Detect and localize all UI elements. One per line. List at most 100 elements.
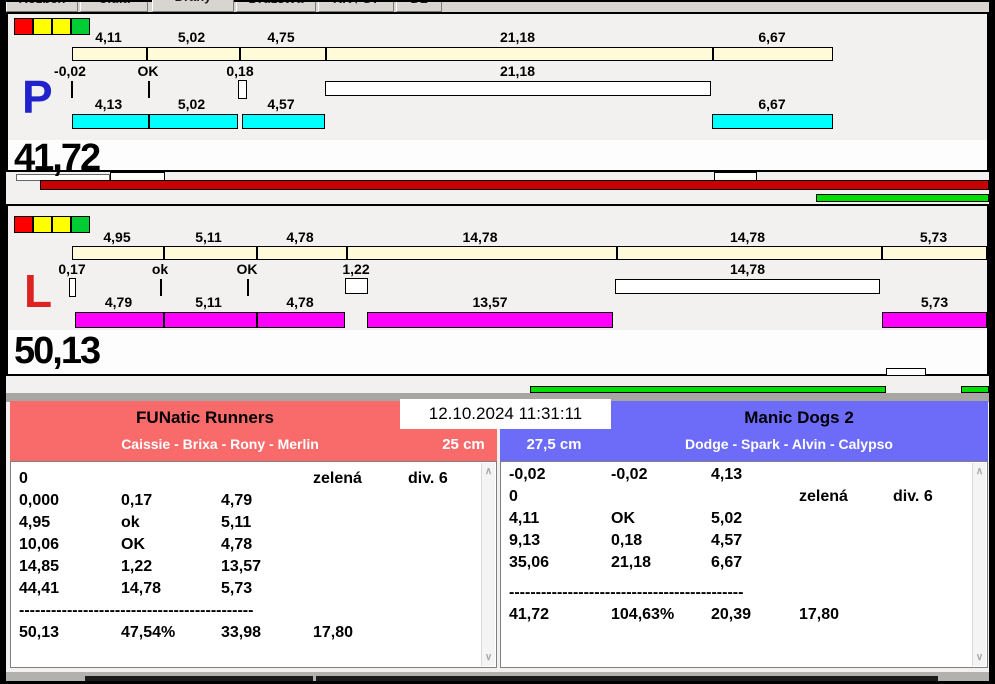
p-dead-time-bar bbox=[325, 81, 711, 96]
p-split-label: 6,67 bbox=[758, 29, 786, 45]
table-total-row: 41,72 104,63% 20,39 17,80 bbox=[501, 606, 987, 626]
p-split-divider bbox=[239, 47, 241, 61]
l-split-label: 5,73 bbox=[919, 229, 948, 245]
cell: 0,18 bbox=[611, 532, 643, 549]
l-dead-time-bar bbox=[615, 279, 880, 294]
cell: 0 bbox=[509, 488, 518, 505]
lane-l-panel: 4,95 5,11 4,78 14,78 14,78 5,73 0,17 ok … bbox=[6, 204, 989, 376]
right-table-scrollbar[interactable]: ∧ ∨ bbox=[972, 463, 986, 666]
cell: 13,57 bbox=[221, 558, 262, 575]
l-sensor-label: 1,22 bbox=[342, 261, 370, 277]
status-light-yellow-icon bbox=[33, 216, 52, 233]
p-split-bar bbox=[72, 47, 833, 61]
p-run-bar bbox=[242, 114, 325, 129]
l-split-divider bbox=[616, 246, 618, 260]
p-sensor-label: 0,18 bbox=[226, 63, 254, 79]
l-progress-bar-green bbox=[961, 386, 989, 393]
cell: 4,13 bbox=[711, 466, 743, 483]
table-total-row: 50,13 47,54% 33,98 17,80 bbox=[11, 624, 496, 644]
l-sensor-label: OK bbox=[236, 261, 258, 277]
cell: 4,78 bbox=[221, 536, 253, 553]
cell: 10,06 bbox=[19, 536, 60, 553]
cell: 5,73 bbox=[221, 580, 253, 597]
cell: 20,39 bbox=[711, 606, 752, 623]
table-row: 0,000 0,17 4,79 bbox=[11, 492, 496, 512]
l-split-divider bbox=[346, 246, 348, 260]
l-sensor-label: ok bbox=[151, 261, 169, 277]
l-split-label: 4,78 bbox=[286, 229, 314, 245]
taskbar-segment bbox=[85, 676, 313, 683]
cell: OK bbox=[121, 536, 145, 553]
cell: 33,98 bbox=[221, 624, 262, 641]
status-light-red-icon bbox=[14, 18, 33, 35]
l-run-divider bbox=[256, 312, 258, 328]
table-row: 0 zelená div. 6 bbox=[501, 488, 987, 508]
cell: 104,63% bbox=[611, 606, 675, 623]
cell: 41,72 bbox=[509, 606, 550, 623]
cell: 9,13 bbox=[509, 532, 541, 549]
cell: 50,13 bbox=[19, 624, 60, 641]
l-sensor-tick bbox=[160, 279, 162, 296]
cell: 1,22 bbox=[121, 558, 153, 575]
tab-druzstva[interactable]: Družstva bbox=[236, 0, 316, 12]
p-sensor-marker-box bbox=[238, 80, 247, 99]
cell: 14,78 bbox=[121, 580, 162, 597]
p-split-divider bbox=[146, 47, 148, 61]
cell: 4,57 bbox=[711, 532, 743, 549]
left-result-table[interactable]: 0 zelená div. 6 0,000 0,17 4,79 4,95 ok … bbox=[10, 461, 497, 668]
datetime-display: 12.10.2024 11:31:11 bbox=[400, 399, 611, 429]
scroll-down-icon[interactable]: ∨ bbox=[975, 652, 984, 663]
p-split-label: 4,11 bbox=[95, 29, 122, 45]
cell: 5,11 bbox=[221, 514, 252, 531]
tab-kk-st[interactable]: KK / ST bbox=[318, 0, 394, 12]
p-sensor-tick bbox=[148, 81, 150, 98]
cell: 4,79 bbox=[221, 492, 253, 509]
team-right-header: Manic Dogs 2 Dodge - Spark - Alvin - Cal… bbox=[500, 401, 988, 461]
lane-p-total-time: 41,72 bbox=[14, 137, 101, 179]
p-sensor-label: OK bbox=[137, 63, 159, 79]
p-progress-marker bbox=[714, 172, 757, 181]
tab-dl[interactable]: DL bbox=[396, 0, 442, 12]
cell: 4,11 bbox=[509, 510, 540, 527]
p-run-bar bbox=[712, 114, 833, 129]
l-run-bar bbox=[75, 312, 345, 328]
cell: div. 6 bbox=[408, 470, 448, 487]
scroll-up-icon[interactable]: ∧ bbox=[484, 466, 493, 477]
tab-drahy[interactable]: Dráhy bbox=[152, 0, 234, 12]
team-right-name: Manic Dogs 2 bbox=[744, 408, 854, 427]
window-border-top bbox=[0, 0, 995, 2]
tab-bar: Rozbeh Cidla Dráhy Družstva KK / ST DL bbox=[6, 0, 989, 12]
cell: ok bbox=[121, 514, 140, 531]
p-run-label: 4,13 bbox=[94, 96, 123, 112]
cell: 5,02 bbox=[711, 510, 743, 527]
p-split-divider bbox=[325, 47, 327, 61]
right-result-table[interactable]: -0,02 -0,02 4,13 0 zelená div. 6 4,11 OK… bbox=[500, 461, 988, 668]
cell: zelená bbox=[313, 470, 362, 487]
cell: 17,80 bbox=[799, 606, 840, 623]
cell: 35,06 bbox=[509, 554, 550, 571]
l-run-divider bbox=[163, 312, 165, 328]
table-row: 44,41 14,78 5,73 bbox=[11, 580, 496, 600]
p-run-divider bbox=[148, 114, 150, 129]
cell: 21,18 bbox=[611, 554, 652, 571]
cell: div. 6 bbox=[893, 488, 933, 505]
cell: -0,02 bbox=[509, 466, 546, 483]
l-sensor-label: 0,17 bbox=[58, 261, 86, 277]
tab-rozbeh[interactable]: Rozbeh bbox=[6, 0, 78, 12]
team-right-jump-height: 27,5 cm bbox=[526, 436, 582, 453]
lane-l-total-time: 50,13 bbox=[14, 330, 101, 372]
p-run-label: 4,57 bbox=[267, 96, 295, 112]
left-table-scrollbar[interactable]: ∧ ∨ bbox=[481, 463, 495, 666]
scroll-down-icon[interactable]: ∨ bbox=[484, 652, 493, 663]
l-run-bar bbox=[882, 312, 987, 328]
table-row: 4,11 OK 5,02 bbox=[501, 510, 987, 530]
p-split-label: 21,18 bbox=[499, 29, 536, 45]
scroll-up-icon[interactable]: ∧ bbox=[975, 466, 984, 477]
status-light-green-icon bbox=[71, 216, 90, 233]
window-border-bottom bbox=[0, 681, 995, 684]
l-split-bar bbox=[72, 246, 987, 260]
p-run-label: 5,02 bbox=[177, 96, 206, 112]
cell: -0,02 bbox=[611, 466, 648, 483]
tab-cidla[interactable]: Cidla bbox=[80, 0, 148, 12]
table-row: 0 zelená div. 6 bbox=[11, 470, 496, 490]
